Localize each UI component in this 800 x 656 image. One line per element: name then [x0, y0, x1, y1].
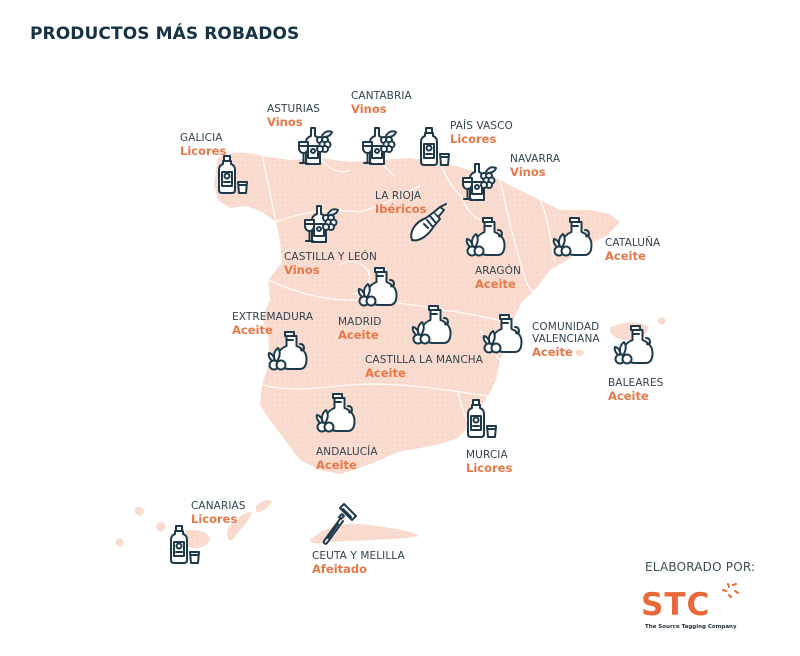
liquor-bottle-icon: [218, 155, 250, 196]
product-name: Aceite: [316, 457, 357, 472]
region-name: CANARIAS: [191, 500, 246, 512]
region-murcia: MURCIA Licores: [466, 449, 513, 475]
product-name: Vinos: [351, 101, 387, 116]
region-name: CASTILLA Y LEÓN: [284, 251, 378, 263]
product-name: Vinos: [284, 262, 320, 277]
region-name: PAÍS VASCO: [450, 120, 513, 132]
region-extremadura: EXTREMADURA Aceite: [232, 311, 314, 337]
region-name: BALEARES: [608, 377, 664, 389]
region-name: NAVARRA: [510, 153, 561, 165]
olive-oil-icon: [552, 217, 593, 258]
region-andalucia: ANDALUCÍA Aceite: [316, 446, 378, 472]
region-canarias: CANARIAS Licores: [191, 500, 246, 526]
product-name: Aceite: [608, 388, 649, 403]
product-name: Aceite: [365, 365, 406, 380]
wine-icon: [298, 127, 334, 166]
product-name: Aceite: [532, 344, 573, 359]
product-name: Ibéricos: [375, 201, 427, 216]
sparks-icon: [722, 583, 739, 598]
page-title: PRODUCTOS MÁS ROBADOS: [30, 24, 300, 44]
product-name: Licores: [450, 131, 497, 146]
region-pais-vasco: PAÍS VASCO Licores: [450, 120, 513, 146]
product-name: Licores: [466, 460, 513, 475]
region-galicia: GALICIA Licores: [180, 132, 227, 158]
product-name: Aceite: [475, 276, 516, 291]
stc-logo: STC: [641, 587, 710, 623]
region-name: CATALUÑA: [605, 237, 661, 249]
product-name: Aceite: [232, 322, 273, 337]
region-cantabria: CANTABRIA Vinos: [351, 90, 412, 116]
liquor-bottle-icon: [170, 525, 202, 566]
olive-oil-icon: [482, 314, 523, 355]
product-name: Licores: [191, 511, 238, 526]
liquor-bottle-icon: [420, 127, 452, 168]
region-name: ANDALUCÍA: [316, 446, 378, 458]
razor-icon: [322, 502, 358, 545]
olive-oil-icon: [267, 331, 308, 372]
credit-label: ELABORADO POR:: [645, 560, 756, 574]
region-madrid: MADRID Aceite: [338, 316, 382, 342]
region-name: ASTURIAS: [267, 103, 320, 115]
olive-oil-icon: [613, 325, 654, 366]
olive-oil-icon: [357, 267, 398, 308]
region-navarra: NAVARRA Vinos: [510, 153, 561, 179]
region-name: ARAGÓN: [475, 265, 521, 277]
region-aragon: ARAGÓN Aceite: [475, 265, 521, 291]
product-name: Afeitado: [312, 561, 368, 576]
olive-oil-icon: [465, 217, 506, 258]
region-name: CEUTA Y MELILLA: [312, 550, 405, 562]
region-la-rioja: LA RIOJA Ibéricos: [375, 190, 427, 216]
logo-text: STC: [641, 587, 711, 623]
product-name: Aceite: [605, 248, 646, 263]
region-name: MADRID: [338, 316, 382, 328]
product-name: Vinos: [510, 164, 546, 179]
region-asturias: ASTURIAS Vinos: [267, 103, 320, 129]
region-ceuta-y-melilla: CEUTA Y MELILLA Afeitado: [312, 550, 405, 576]
region-name-line2: VALENCIANA: [532, 332, 600, 345]
region-comunidad-valenciana: COMUNIDAD VALENCIANA Aceite: [532, 321, 600, 359]
wine-icon: [304, 205, 340, 244]
ham-icon: [410, 203, 448, 246]
region-castilla-y-leon: CASTILLA Y LEÓN Vinos: [284, 251, 378, 277]
wine-icon: [462, 163, 498, 202]
logo-tagline: The Source Tagging Company: [645, 624, 737, 630]
region-name: COMUNIDAD: [532, 321, 600, 333]
region-name: CASTILLA LA MANCHA: [365, 354, 484, 366]
region-castilla-la-mancha: CASTILLA LA MANCHA Aceite: [365, 354, 484, 380]
olive-oil-icon: [315, 393, 356, 434]
region-baleares: BALEARES Aceite: [608, 377, 664, 403]
region-name: GALICIA: [180, 132, 223, 144]
region-cataluna: CATALUÑA Aceite: [605, 237, 661, 263]
region-name: EXTREMADURA: [232, 311, 314, 323]
olive-oil-icon: [411, 305, 452, 346]
product-name: Vinos: [267, 114, 303, 129]
region-name: LA RIOJA: [375, 190, 422, 202]
wine-icon: [362, 127, 398, 166]
product-name: Aceite: [338, 327, 379, 342]
region-name: MURCIA: [466, 449, 508, 461]
region-name: CANTABRIA: [351, 90, 412, 102]
liquor-bottle-icon: [467, 399, 499, 440]
product-name: Licores: [180, 143, 227, 158]
